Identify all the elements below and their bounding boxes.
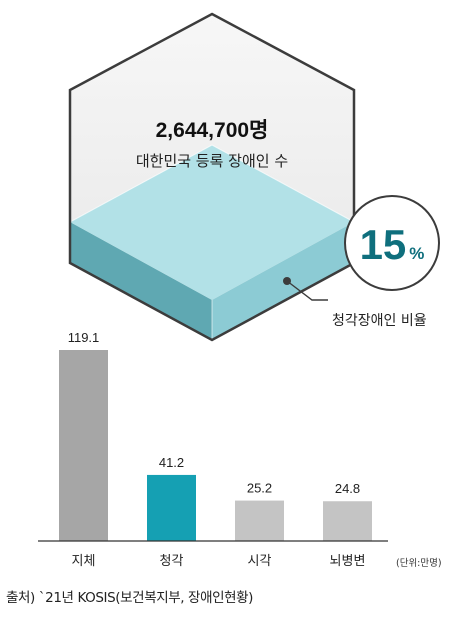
category-label: 시각 (248, 554, 272, 569)
category-label: 지체 (72, 554, 96, 569)
total-registered-value: 2,644,700명 (156, 119, 269, 142)
hearing-ratio-label: 청각장애인 비율 (332, 313, 427, 329)
bar-1 (59, 350, 108, 541)
source-note: 출처) `21년 KOSIS(보건복지부, 장애인현황) (6, 586, 253, 606)
bar-value-label: 24.8 (335, 481, 360, 496)
bar-2 (147, 475, 196, 541)
badge-percent-number: 15 (360, 221, 407, 268)
hexagon-cube (70, 14, 354, 340)
bar-4 (323, 501, 372, 541)
bar-value-label: 25.2 (247, 481, 272, 496)
badge-percent-unit: % (409, 244, 424, 263)
unit-note: (단위:만명) (396, 557, 442, 569)
bar-value-label: 41.2 (159, 455, 184, 470)
total-registered-label: 대한민국 등록 장애인 수 (136, 152, 288, 170)
category-label: 청각 (160, 554, 184, 569)
category-label: 뇌병변 (330, 554, 366, 569)
bar-chart: 119.1 지체 41.2 청각 25.2 시각 24.8 뇌병변 (59, 330, 372, 569)
bar-3 (235, 501, 284, 541)
hearing-percent-badge: 15% (345, 196, 439, 290)
bar-value-label: 119.1 (68, 330, 100, 345)
